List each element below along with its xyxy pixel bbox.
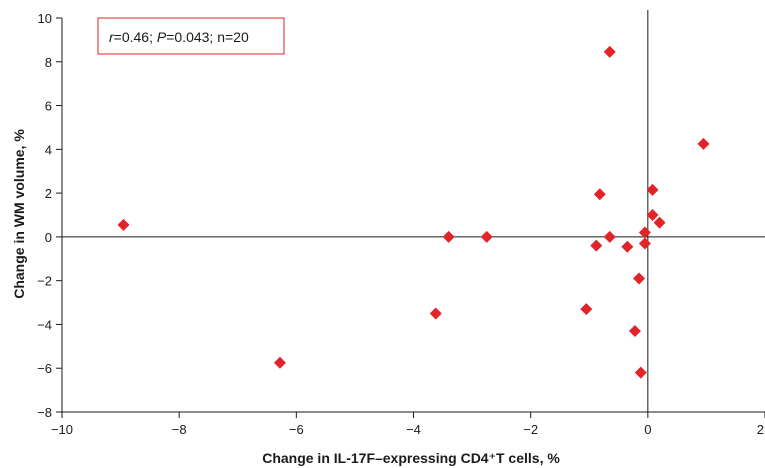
- y-tick-label: 6: [45, 99, 52, 114]
- y-tick-label: 8: [45, 55, 52, 70]
- stats-annotation-text: r=0.46; P=0.043; n=20: [109, 29, 249, 45]
- data-point: [117, 218, 130, 231]
- data-point: [653, 216, 666, 229]
- chart-frame: [61, 10, 765, 413]
- y-tick-label: −6: [37, 361, 52, 376]
- y-tick-label: 4: [45, 142, 52, 157]
- x-tick-label: −6: [289, 422, 304, 437]
- data-point: [603, 45, 616, 58]
- data-point: [646, 209, 659, 221]
- data-point: [590, 239, 603, 252]
- stats-annotation-box: [97, 17, 285, 55]
- data-point: [638, 226, 651, 239]
- y-axis-label: Change in WM volume, %: [11, 129, 27, 299]
- y-tick-label: 2: [45, 186, 52, 201]
- data-point: [580, 303, 593, 316]
- x-axis-label: Change in IL-17F–expressing CD4⁺T cells,…: [262, 450, 560, 466]
- x-tick-label: −2: [523, 422, 538, 437]
- stats-annotation: r=0.46; P=0.043; n=20: [97, 17, 285, 55]
- data-point: [480, 230, 493, 243]
- x-axis-ticks: −10 −8 −6 −4 −2 0 2: [51, 412, 765, 437]
- y-tick-label: 0: [45, 230, 52, 245]
- y-tick-label: −4: [37, 317, 52, 332]
- x-tick-label: 0: [644, 422, 651, 437]
- data-point: [633, 272, 646, 285]
- r-value: =0.46;: [114, 29, 157, 45]
- data-point: [273, 356, 286, 369]
- data-point: [634, 366, 647, 379]
- x-tick-label: −8: [172, 422, 187, 437]
- x-tick-label: 2: [757, 422, 764, 437]
- data-point: [593, 188, 606, 201]
- y-axis-ticks: −8 −6 −4 −2 0 2 4 6 8 10: [37, 11, 62, 420]
- y-tick-label: −2: [37, 274, 52, 289]
- y-tick-label: 10: [38, 11, 52, 26]
- data-point: [628, 325, 641, 338]
- data-point: [621, 240, 634, 253]
- x-tick-label: −4: [406, 422, 421, 437]
- data-point: [646, 183, 659, 196]
- data-point: [442, 230, 455, 243]
- r-label: r: [109, 29, 115, 45]
- p-label: P: [157, 29, 167, 45]
- data-point: [638, 237, 651, 250]
- y-tick-label: −8: [37, 405, 52, 420]
- data-point: [697, 137, 710, 150]
- data-points: [117, 45, 710, 379]
- p-value: =0.043; n=20: [166, 29, 249, 45]
- x-tick-label: −10: [51, 422, 73, 437]
- data-point: [429, 307, 442, 320]
- data-point: [603, 230, 616, 243]
